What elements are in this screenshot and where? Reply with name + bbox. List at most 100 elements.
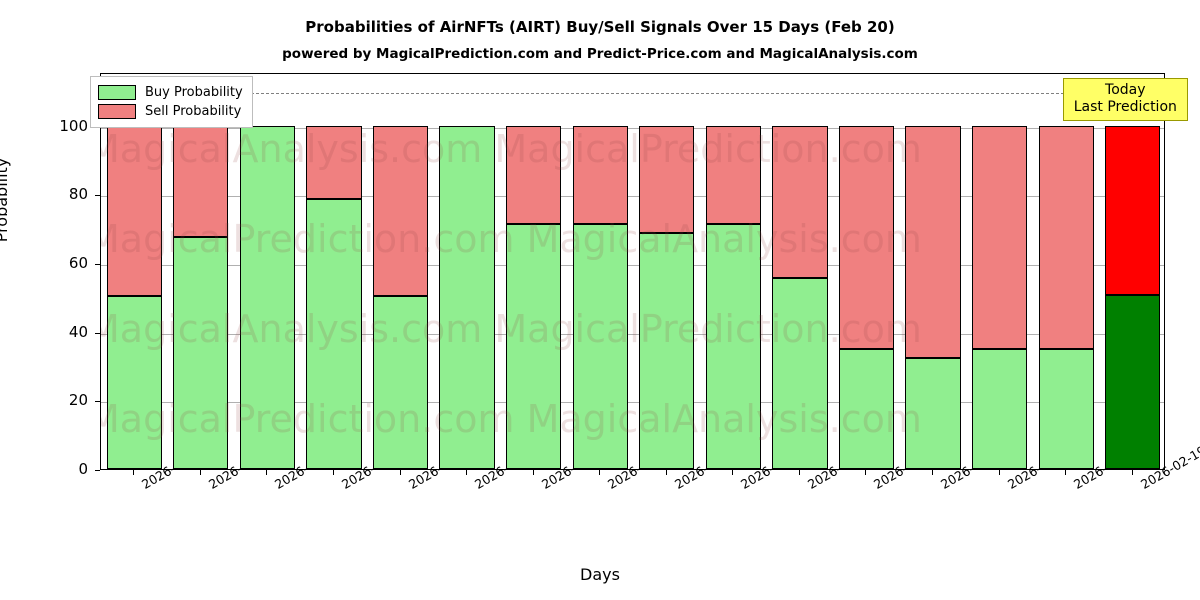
x-tick-label: 2026-02-07 bbox=[339, 443, 409, 492]
bar-segment-buy[interactable] bbox=[639, 233, 695, 469]
x-tick-mark bbox=[798, 470, 800, 475]
gridline bbox=[101, 402, 1164, 404]
bar-group[interactable] bbox=[439, 74, 495, 469]
x-axis-title: Days bbox=[580, 565, 620, 584]
x-tick-label: 2026-02-08 bbox=[406, 443, 476, 492]
x-tick-mark bbox=[133, 470, 135, 475]
legend-swatch-sell bbox=[98, 104, 136, 119]
chart-subtitle: powered by MagicalPrediction.com and Pre… bbox=[282, 46, 918, 62]
y-tick-label: 40 bbox=[68, 322, 88, 341]
bar-group[interactable] bbox=[372, 74, 429, 469]
today-annotation: Today Last Prediction bbox=[1062, 78, 1188, 121]
bar-series bbox=[101, 74, 1164, 469]
x-tick-label: 2026-02-10 bbox=[539, 443, 609, 492]
y-tick-label: 0 bbox=[78, 460, 88, 478]
bar-group[interactable] bbox=[106, 74, 162, 469]
bar-group[interactable] bbox=[639, 74, 695, 469]
x-tick-label: 2026-02-12 bbox=[672, 443, 742, 492]
y-tick-mark bbox=[95, 195, 100, 197]
legend-label-sell: Sell Probability bbox=[145, 104, 242, 119]
plot-area: MagicalAnalysis.com MagicalPrediction.co… bbox=[100, 73, 1165, 470]
legend-item-sell: Sell Probability bbox=[98, 102, 243, 121]
x-tick-label: 2026-02-15 bbox=[871, 443, 941, 492]
bar-segment-buy[interactable] bbox=[1105, 295, 1161, 469]
x-tick-label: 2026-02-11 bbox=[605, 443, 675, 492]
reference-line bbox=[101, 93, 1164, 95]
gridline bbox=[101, 196, 1164, 198]
x-tick-mark bbox=[599, 470, 601, 475]
bar-segment-sell[interactable] bbox=[173, 125, 229, 238]
x-tick-label: 2026-02-04 bbox=[139, 443, 209, 492]
bar-segment-buy[interactable] bbox=[173, 237, 229, 469]
bar-segment-buy[interactable] bbox=[106, 295, 162, 469]
y-tick-label: 60 bbox=[68, 253, 88, 272]
y-tick-mark bbox=[95, 332, 100, 334]
bar-segment-buy[interactable] bbox=[572, 223, 628, 469]
x-tick-mark bbox=[998, 470, 1000, 475]
x-tick-label: 2026-02-05 bbox=[206, 443, 276, 492]
x-tick-label: 2026-02-09 bbox=[472, 443, 542, 492]
bar-group[interactable] bbox=[239, 74, 296, 469]
bar-group[interactable] bbox=[772, 74, 828, 469]
x-tick-mark bbox=[466, 470, 468, 475]
chart-title: Probabilities of AirNFTs (AIRT) Buy/Sell… bbox=[305, 18, 895, 36]
x-tick-mark bbox=[1065, 470, 1067, 475]
x-tick-label: 2026-02-14 bbox=[805, 443, 875, 492]
bar-group[interactable] bbox=[905, 74, 961, 469]
bar-segment-buy[interactable] bbox=[705, 223, 761, 469]
bar-segment-sell[interactable] bbox=[838, 125, 895, 349]
x-tick-label: 2026-02-19 bbox=[1137, 442, 1200, 492]
bar-group[interactable] bbox=[572, 74, 628, 469]
bar-segment-buy[interactable] bbox=[239, 125, 296, 469]
bar-segment-sell[interactable] bbox=[106, 125, 162, 296]
bar-segment-buy[interactable] bbox=[372, 295, 429, 469]
bar-segment-buy[interactable] bbox=[506, 223, 562, 469]
x-tick-mark bbox=[199, 470, 201, 475]
x-tick-mark bbox=[1131, 470, 1133, 475]
x-tick-label: 2026-02-13 bbox=[738, 443, 808, 492]
x-tick-label: 2026-02-06 bbox=[272, 443, 342, 492]
x-tick-mark bbox=[732, 470, 734, 475]
bar-segment-buy[interactable] bbox=[971, 348, 1028, 469]
bar-group[interactable] bbox=[1105, 74, 1161, 469]
bar-segment-sell[interactable] bbox=[905, 125, 961, 359]
gridline bbox=[101, 264, 1164, 266]
bar-segment-sell[interactable] bbox=[506, 125, 562, 224]
bar-segment-sell[interactable] bbox=[1105, 125, 1161, 296]
bar-segment-sell[interactable] bbox=[572, 125, 628, 224]
bar-segment-sell[interactable] bbox=[372, 125, 429, 296]
legend-label-buy: Buy Probability bbox=[145, 85, 243, 100]
y-tick-label: 80 bbox=[68, 185, 88, 204]
x-tick-label: 2026-02-17 bbox=[1005, 443, 1075, 492]
bar-segment-buy[interactable] bbox=[772, 277, 828, 469]
gridline bbox=[101, 127, 1164, 129]
bar-segment-buy[interactable] bbox=[439, 125, 495, 469]
bar-group[interactable] bbox=[838, 74, 895, 469]
bar-segment-sell[interactable] bbox=[705, 125, 761, 224]
today-annotation-line1: Today bbox=[1105, 82, 1146, 98]
y-tick-mark bbox=[95, 470, 100, 471]
bar-segment-sell[interactable] bbox=[1038, 125, 1094, 349]
bar-segment-buy[interactable] bbox=[838, 348, 895, 469]
bar-group[interactable] bbox=[705, 74, 761, 469]
bar-segment-sell[interactable] bbox=[971, 125, 1028, 349]
x-tick-mark bbox=[266, 470, 268, 475]
y-tick-mark bbox=[95, 263, 100, 265]
legend-item-buy: Buy Probability bbox=[98, 83, 243, 102]
x-tick-mark bbox=[865, 470, 867, 475]
x-tick-mark bbox=[665, 470, 667, 475]
bar-group[interactable] bbox=[173, 74, 229, 469]
bar-segment-sell[interactable] bbox=[306, 125, 362, 200]
y-tick-label: 100 bbox=[59, 116, 88, 135]
bar-group[interactable] bbox=[306, 74, 362, 469]
bar-segment-buy[interactable] bbox=[1038, 348, 1094, 469]
bar-group[interactable] bbox=[506, 74, 562, 469]
bar-segment-sell[interactable] bbox=[772, 125, 828, 278]
x-tick-mark bbox=[332, 470, 334, 475]
bar-segment-sell[interactable] bbox=[639, 125, 695, 234]
bar-segment-buy[interactable] bbox=[306, 199, 362, 469]
bar-segment-buy[interactable] bbox=[905, 358, 961, 469]
bar-group[interactable] bbox=[1038, 74, 1094, 469]
bar-group[interactable] bbox=[971, 74, 1028, 469]
